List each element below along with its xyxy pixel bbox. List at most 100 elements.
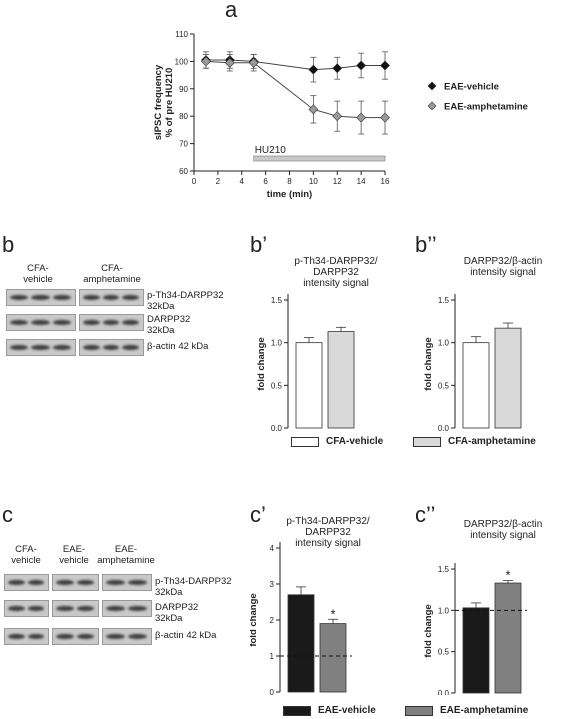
panel-letter-b1: b’ <box>250 232 268 257</box>
blot-c-strip <box>4 600 49 617</box>
protein-band <box>56 580 74 585</box>
legend-label: CFA-vehicle <box>326 436 384 447</box>
protein-band <box>8 580 25 585</box>
y-tick-label: 1.5 <box>438 565 450 574</box>
protein-band <box>31 295 50 300</box>
protein-band <box>128 606 147 611</box>
protein-band <box>8 606 25 611</box>
x-tick-label: 2 <box>216 177 221 186</box>
y-tick-label: 90 <box>179 85 188 94</box>
y-tick-label: 60 <box>179 167 188 176</box>
significance-star: * <box>505 568 510 583</box>
y-tick-label: 110 <box>175 30 188 39</box>
protein-band <box>122 345 139 350</box>
bar <box>319 623 347 693</box>
protein-band <box>102 320 120 325</box>
protein-band <box>10 320 29 325</box>
x-tick-label: 4 <box>240 177 245 186</box>
data-point <box>248 57 259 68</box>
blot-c-group-label: CFA- vehicle <box>11 544 41 566</box>
hu210-bar <box>253 155 386 162</box>
chart-title: DARPP32/β-actin intensity signal <box>464 519 543 541</box>
bar-chart-c2: DARPP32/β-actin intensity signal 0.0 0.5 1.0… <box>423 519 543 695</box>
protein-band <box>122 320 139 325</box>
data-point <box>332 63 343 74</box>
blot-b-row-label: p-Th34-DARPP32 32kDa <box>147 290 224 312</box>
protein-band <box>83 345 100 350</box>
blot-c-row-label: β-actin 42 kDa <box>155 630 217 641</box>
protein-band <box>27 634 44 639</box>
y-tick-label: 1.0 <box>438 339 450 348</box>
data-point <box>380 60 390 71</box>
y-tick-label: 0.5 <box>438 381 450 390</box>
protein-band <box>56 606 74 611</box>
data-point <box>201 56 211 67</box>
y-tick-label: 70 <box>179 140 188 149</box>
series-line <box>205 60 385 119</box>
y-tick-label: 4 <box>270 544 275 553</box>
legend-swatch-cfa-vehicle <box>291 437 319 447</box>
panel-letter-c2: c’’ <box>415 502 436 527</box>
x-tick-label: 14 <box>357 177 366 186</box>
y-tick-label: 0.5 <box>271 381 283 390</box>
blot-c-strip <box>52 600 99 617</box>
protein-band <box>52 345 71 350</box>
protein-band <box>122 295 139 300</box>
y-axis-label: fold change <box>256 337 267 390</box>
protein-band <box>8 634 25 639</box>
bar <box>295 342 323 429</box>
legend-marker <box>427 81 437 91</box>
y-tick-label: 1.5 <box>271 296 283 305</box>
y-axis-label: fold change <box>423 604 434 657</box>
x-tick-label: 0 <box>192 177 197 186</box>
protein-band <box>128 580 147 585</box>
x-tick-label: 12 <box>333 177 342 186</box>
legend-swatch-cfa-amphetamine <box>413 437 441 447</box>
y-tick-label: 0.0 <box>438 689 450 695</box>
panel-letter-a: a <box>225 0 238 22</box>
y-tick-label: 2 <box>270 616 275 625</box>
data-point <box>308 104 319 115</box>
protein-band <box>52 295 71 300</box>
protein-band <box>83 295 100 300</box>
data-point <box>308 64 319 75</box>
protein-band <box>102 345 120 350</box>
protein-band <box>56 634 74 639</box>
y-tick-label: 0.0 <box>438 424 450 433</box>
panel-letter-b2: b’’ <box>415 232 437 257</box>
bar <box>494 327 522 429</box>
y-tick-label: 100 <box>175 57 189 66</box>
x-tick-label: 8 <box>287 177 292 186</box>
y-tick-label: 1.0 <box>271 339 283 348</box>
x-axis-label: time (min) <box>267 189 312 200</box>
bar <box>462 607 490 694</box>
panel-letter-c1: c’ <box>250 502 266 527</box>
y-tick-label: 0 <box>270 688 275 695</box>
protein-band <box>76 634 94 639</box>
blot-c-group-label: EAE- vehicle <box>59 544 89 566</box>
significance-star: * <box>330 606 335 621</box>
data-point <box>356 112 367 123</box>
legend-swatch-eae-vehicle <box>283 706 311 716</box>
line-chart-a: 60 70 80 90 100 110 0 2 4 6 8 10 12 14 16 time (min) sIP… <box>153 30 528 200</box>
blot-b-row-label: DARPP32 32kDa <box>147 314 191 336</box>
blot-c-group-label: EAE- amphetamine <box>97 544 155 566</box>
panel-letter-c: c <box>2 502 13 527</box>
y-tick-label: 80 <box>179 112 188 121</box>
y-tick-label: 1 <box>270 652 275 661</box>
blot-c-strip <box>4 574 49 591</box>
chart-title: p-Th34-DARPP32/DARPP32 intensity signal <box>294 256 378 289</box>
legend-swatch-eae-amphetamine <box>405 706 433 716</box>
protein-band <box>27 580 44 585</box>
panel-letter-b: b <box>2 232 15 257</box>
protein-band <box>83 320 100 325</box>
data-point <box>224 57 235 68</box>
bar-chart-c1: p-Th34-DARPP32/DARPP32 intensity signal 0 1… <box>250 516 370 695</box>
bar <box>494 582 522 694</box>
bar-chart-b1: p-Th34-DARPP32/DARPP32 intensity signal 0.… <box>256 256 378 433</box>
bar-chart-b2: DARPP32/β-actin intensity signal 0.0 0.5 1.0… <box>423 256 542 433</box>
blot-b-group-label: CFA- vehicle <box>23 263 53 285</box>
protein-band <box>106 634 125 639</box>
protein-band <box>128 634 147 639</box>
hu210-label: HU210 <box>255 145 287 156</box>
